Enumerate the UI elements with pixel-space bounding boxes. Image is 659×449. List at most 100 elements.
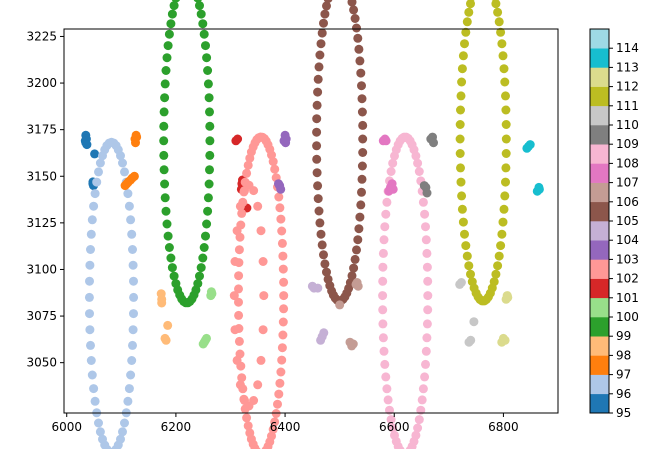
point-111-3 — [466, 335, 476, 345]
point-112-9 — [494, 17, 504, 27]
point-112-38 — [456, 177, 466, 187]
point-106-4 — [357, 81, 366, 91]
point-103-49 — [243, 421, 253, 431]
point-114-2 — [525, 140, 535, 150]
point-96-20 — [95, 158, 105, 168]
point-106-1 — [358, 120, 368, 130]
point-96-24 — [89, 201, 99, 211]
colorbar-tick-label: 113 — [616, 60, 639, 74]
point-108-44 — [385, 405, 394, 415]
point-103-5 — [277, 226, 287, 236]
point-96-36 — [89, 384, 99, 394]
point-103-68 — [275, 378, 285, 388]
point-108-28 — [382, 197, 392, 207]
point-99-10 — [196, 9, 206, 19]
point-112-31 — [457, 77, 467, 87]
point-96-10 — [118, 158, 127, 168]
point-108-10 — [414, 167, 424, 176]
point-112-6 — [498, 51, 508, 61]
point-108-3 — [422, 248, 432, 258]
point-106-32 — [314, 62, 324, 72]
point-99-62 — [199, 243, 209, 252]
point-108-39 — [379, 346, 389, 356]
point-96-22 — [92, 177, 102, 187]
point-108-60 — [414, 415, 424, 425]
point-103-28 — [240, 177, 250, 187]
point-102-0 — [259, 291, 269, 301]
point-108-23 — [390, 151, 399, 161]
point-99-37 — [159, 165, 169, 175]
point-103-35 — [234, 258, 244, 268]
point-103-37 — [234, 284, 243, 294]
x-tick-label: 6600 — [379, 420, 410, 434]
point-111-4 — [469, 317, 479, 327]
x-tick-label: 6400 — [270, 420, 301, 434]
colorbar-tick-label: 100 — [616, 310, 639, 324]
point-99-46 — [169, 271, 179, 281]
point-110-2 — [422, 188, 432, 198]
point-106-48 — [320, 259, 330, 269]
point-103-0 — [279, 291, 289, 301]
point-96-49 — [116, 434, 125, 444]
point-99-41 — [162, 219, 172, 229]
point-96-28 — [85, 260, 95, 270]
point-114-5 — [534, 184, 544, 194]
point-108-62 — [417, 395, 427, 405]
point-112-40 — [457, 204, 467, 214]
point-108-24 — [388, 158, 398, 168]
point-99-36 — [159, 150, 169, 160]
point-106-3 — [357, 94, 367, 104]
point-108-37 — [378, 319, 388, 329]
point-108-1 — [423, 276, 433, 286]
point-96-58 — [128, 325, 138, 335]
point-110-5 — [429, 138, 438, 148]
point-112-64 — [498, 217, 508, 227]
point-96-59 — [129, 309, 138, 319]
point-99-3 — [204, 93, 214, 103]
point-112-7 — [497, 39, 507, 49]
point-103-2 — [278, 264, 288, 274]
point-106-71 — [357, 187, 366, 197]
point-108-63 — [418, 384, 428, 394]
point-106-5 — [356, 68, 366, 78]
point-103-11 — [270, 164, 280, 174]
point-106-68 — [354, 224, 364, 234]
point-106-2 — [357, 107, 367, 117]
point-99-67 — [204, 179, 214, 189]
point-108-61 — [416, 405, 426, 415]
point-96-55 — [126, 370, 136, 380]
y-tick-label: 3100 — [26, 262, 57, 276]
point-112-36 — [455, 149, 465, 158]
point-103-70 — [277, 355, 287, 365]
point-112-59 — [491, 269, 501, 279]
point-96-5 — [126, 215, 136, 225]
point-99-1 — [205, 121, 215, 131]
point-112-60 — [493, 261, 503, 271]
point-103-44 — [237, 373, 247, 383]
point-103-66 — [273, 399, 282, 409]
point-99-68 — [205, 165, 214, 175]
colorbar-tick-label: 111 — [616, 99, 639, 113]
point-103-74 — [279, 304, 289, 314]
colorbar-segment — [590, 125, 609, 145]
point-106-26 — [322, 1, 331, 11]
point-98-4 — [161, 335, 171, 345]
point-103-27 — [242, 168, 252, 178]
point-103-26 — [243, 160, 253, 170]
point-103-36 — [234, 271, 244, 281]
point-108-59 — [413, 423, 423, 433]
point-112-24 — [466, 0, 475, 9]
point-106-67 — [353, 235, 363, 245]
point-96-23 — [90, 189, 100, 199]
point-96-39 — [94, 418, 103, 428]
point-99-66 — [203, 193, 213, 203]
point-99-27 — [164, 29, 174, 39]
colorbar-tick-label: 106 — [616, 195, 639, 209]
point-109-6 — [388, 184, 398, 194]
point-106-30 — [316, 39, 326, 49]
colorbar-tick-label: 114 — [616, 41, 639, 55]
point-108-32 — [378, 248, 388, 258]
point-112-68 — [501, 163, 511, 173]
point-99-28 — [163, 41, 173, 51]
